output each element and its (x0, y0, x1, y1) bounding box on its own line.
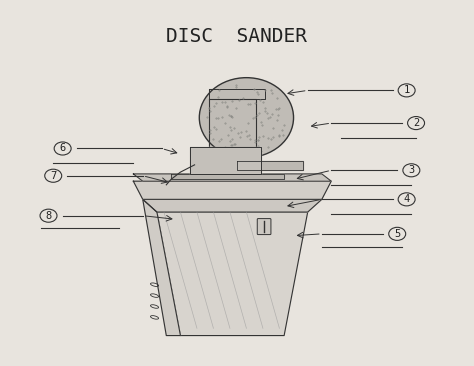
Polygon shape (237, 161, 303, 170)
Polygon shape (190, 147, 261, 174)
Ellipse shape (199, 78, 293, 158)
Polygon shape (171, 174, 284, 179)
Text: 3: 3 (408, 165, 414, 175)
Text: 8: 8 (46, 211, 52, 221)
Text: 1: 1 (403, 85, 410, 96)
Polygon shape (209, 100, 256, 147)
Polygon shape (157, 212, 308, 336)
Text: 7: 7 (50, 171, 56, 181)
Text: DISC  SANDER: DISC SANDER (166, 27, 308, 46)
Polygon shape (133, 174, 331, 181)
Polygon shape (133, 181, 331, 199)
Polygon shape (143, 199, 322, 212)
Text: 4: 4 (403, 194, 410, 204)
Text: 2: 2 (413, 118, 419, 128)
Text: 6: 6 (60, 143, 66, 153)
Text: 5: 5 (394, 229, 401, 239)
Polygon shape (209, 89, 265, 100)
Polygon shape (143, 199, 181, 336)
FancyBboxPatch shape (257, 219, 271, 235)
